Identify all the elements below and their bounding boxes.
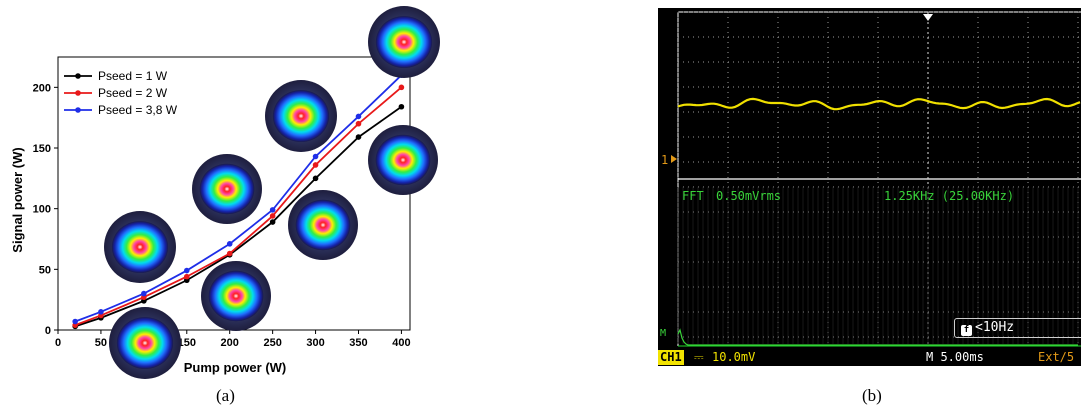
signal-power-chart: 050100150200250300350400050100150200 Pse… bbox=[10, 6, 440, 379]
data-point bbox=[226, 241, 233, 247]
beam-profile-insets bbox=[104, 6, 440, 379]
caption-b: (b) bbox=[862, 386, 882, 405]
trigger-frequency-readout: f <10Hz bbox=[954, 318, 1081, 338]
y-tick-label: 0 bbox=[45, 325, 51, 337]
caption-a: (a) bbox=[216, 386, 235, 405]
beam-profile-image bbox=[109, 307, 181, 379]
fft-spectrum-trace bbox=[677, 328, 1078, 346]
beam-profile-image bbox=[192, 154, 262, 224]
data-point bbox=[141, 290, 147, 297]
legend-marker bbox=[75, 90, 81, 96]
data-point bbox=[98, 309, 104, 315]
beam-profile-image bbox=[104, 211, 176, 283]
channel-1-marker: 1 bbox=[661, 153, 669, 167]
data-point bbox=[269, 213, 276, 219]
data-point bbox=[355, 113, 362, 120]
data-point bbox=[269, 219, 276, 225]
data-point bbox=[312, 175, 319, 182]
fft-frequency: 1.25KHz (25.00KHz) bbox=[884, 189, 1015, 203]
beam-profile-image bbox=[368, 6, 440, 78]
beam-spot bbox=[208, 270, 264, 322]
beam-spot bbox=[375, 16, 433, 68]
data-point bbox=[183, 267, 190, 274]
legend-label: Pseed = 2 W bbox=[98, 86, 168, 100]
trigger-position-icon bbox=[923, 14, 933, 21]
data-point bbox=[226, 250, 233, 257]
oscilloscope-grid bbox=[671, 11, 1081, 347]
fft-amplitude: 0.50mVrms bbox=[716, 189, 782, 203]
ch1-signal-trace bbox=[677, 97, 1081, 111]
beam-spot bbox=[111, 221, 169, 273]
volts-per-div: 10.0mV bbox=[712, 350, 756, 364]
data-point bbox=[312, 153, 319, 160]
x-tick-label: 200 bbox=[221, 337, 239, 349]
data-point bbox=[72, 318, 78, 325]
legend-label: Pseed = 1 W bbox=[98, 69, 168, 83]
scope-graticule bbox=[677, 11, 1081, 347]
beam-spot bbox=[199, 163, 255, 215]
frequency-icon: f bbox=[961, 325, 972, 336]
y-tick-label: 150 bbox=[33, 143, 51, 155]
x-tick-label: 50 bbox=[95, 337, 107, 349]
coupling-icon: ⎓ bbox=[694, 350, 704, 364]
data-point bbox=[398, 103, 405, 110]
y-tick-label: 100 bbox=[33, 204, 51, 216]
data-point bbox=[312, 162, 319, 168]
x-tick-label: 350 bbox=[349, 337, 367, 349]
beam-profile-image bbox=[201, 261, 271, 331]
beam-spot bbox=[116, 317, 174, 369]
fft-label: FFT bbox=[682, 189, 704, 203]
x-tick-label: 250 bbox=[263, 337, 281, 349]
beam-profile-image bbox=[265, 80, 337, 152]
channel-ground-icon bbox=[671, 155, 677, 163]
channel-badge: CH1 bbox=[658, 350, 684, 365]
beam-spot bbox=[295, 199, 351, 251]
trigger-level: <10Hz bbox=[975, 320, 1015, 335]
legend-label: Pseed = 3,8 W bbox=[98, 103, 178, 117]
data-point bbox=[183, 273, 190, 280]
y-axis-label: Signal power (W) bbox=[10, 147, 25, 252]
x-axis-label: Pump power (W) bbox=[184, 360, 287, 375]
time-per-div: M 5.00ms bbox=[926, 350, 984, 364]
data-point bbox=[269, 207, 276, 213]
y-tick-label: 50 bbox=[39, 264, 51, 276]
beam-profile-image bbox=[368, 125, 438, 195]
legend-marker bbox=[75, 107, 81, 113]
chart-legend: Pseed = 1 W Pseed = 2 W Pseed = 3,8 W bbox=[64, 69, 178, 117]
beam-spot bbox=[375, 134, 431, 186]
y-tick-label: 200 bbox=[33, 82, 51, 94]
beam-profile-image bbox=[288, 190, 358, 260]
beam-spot bbox=[272, 90, 330, 142]
math-marker: M bbox=[660, 328, 667, 339]
legend-marker bbox=[75, 73, 81, 79]
trigger-source: Ext/5 bbox=[1038, 350, 1075, 364]
x-tick-label: 300 bbox=[306, 337, 324, 349]
x-tick-label: 0 bbox=[55, 337, 61, 349]
x-tick-label: 400 bbox=[392, 337, 410, 349]
data-point bbox=[355, 120, 362, 127]
data-point bbox=[355, 134, 362, 140]
data-point bbox=[398, 84, 405, 91]
oscilloscope-screen: FFT 0.50mVrms 1.25KHz (25.00KHz) 1 M f <1… bbox=[658, 8, 1081, 366]
x-tick-label: 150 bbox=[178, 337, 196, 349]
